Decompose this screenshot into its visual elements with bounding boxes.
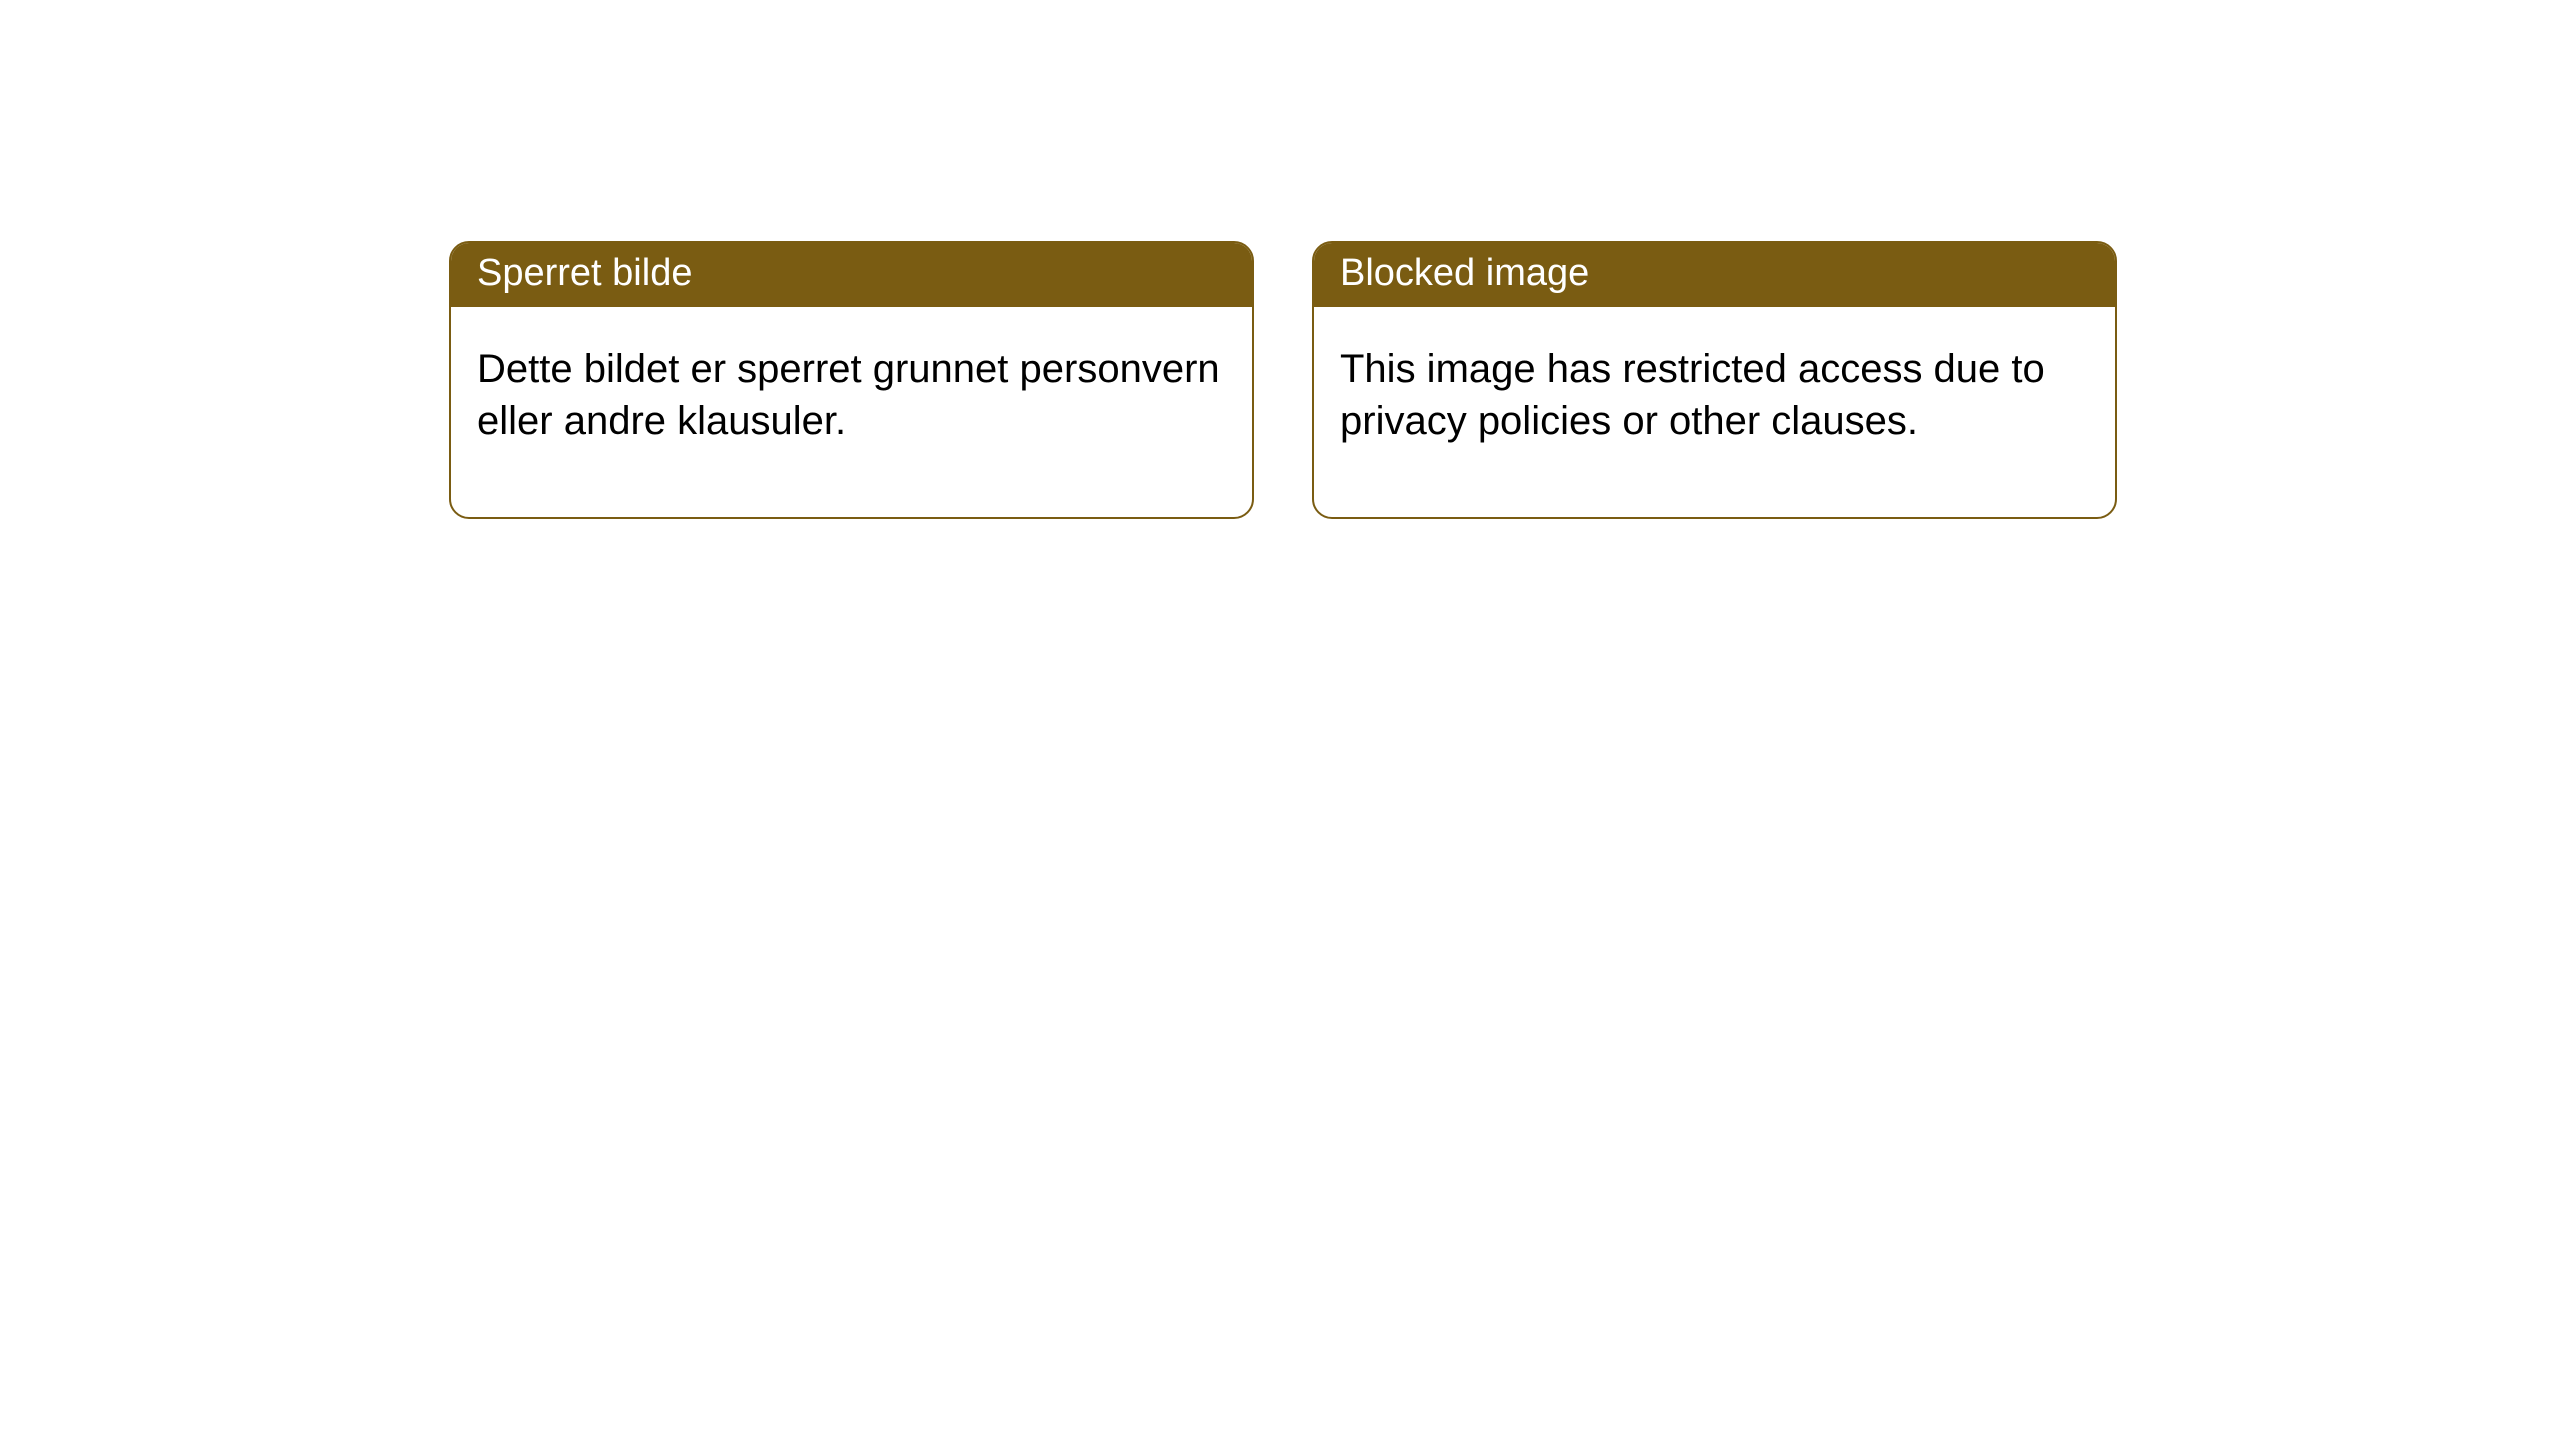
notice-card-en: Blocked image This image has restricted … — [1312, 241, 2117, 519]
card-body-no: Dette bildet er sperret grunnet personve… — [451, 307, 1252, 517]
page: Sperret bilde Dette bildet er sperret gr… — [0, 0, 2560, 1440]
card-body-en: This image has restricted access due to … — [1314, 307, 2115, 517]
cards-container: Sperret bilde Dette bildet er sperret gr… — [449, 241, 2117, 519]
card-title-no: Sperret bilde — [451, 243, 1252, 307]
notice-card-no: Sperret bilde Dette bildet er sperret gr… — [449, 241, 1254, 519]
card-title-en: Blocked image — [1314, 243, 2115, 307]
